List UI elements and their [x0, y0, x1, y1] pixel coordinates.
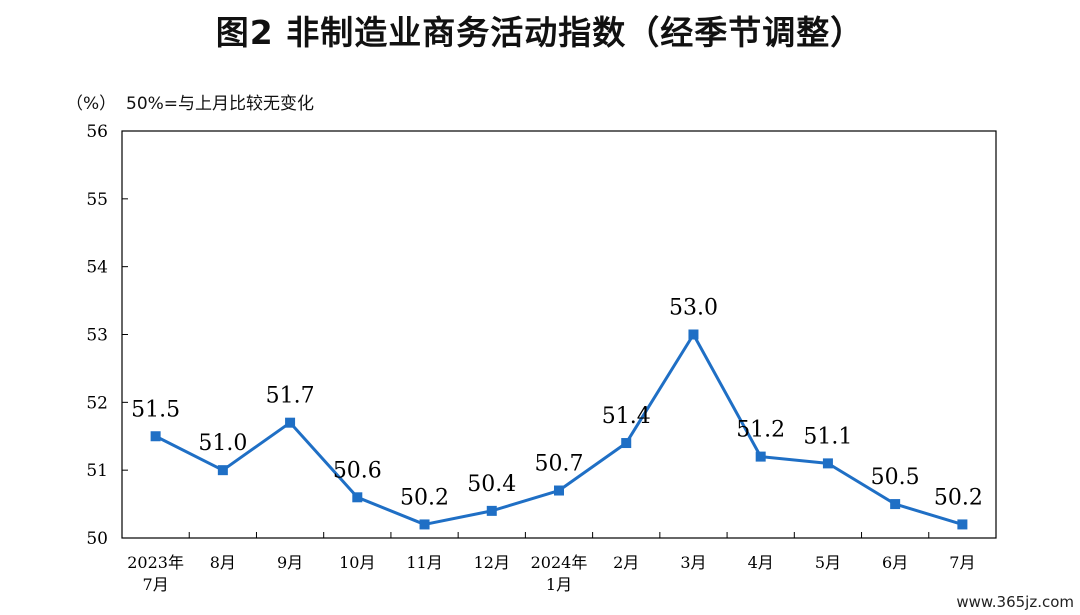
y-tick-label: 51	[86, 461, 108, 481]
data-point-marker	[352, 492, 363, 503]
x-tick-label: 7月	[949, 553, 975, 572]
data-point-marker	[890, 499, 901, 510]
y-tick-label: 54	[86, 258, 108, 278]
data-point-marker	[217, 465, 228, 476]
y-axis-unit: （%）	[66, 94, 117, 114]
data-label: 51.4	[602, 404, 651, 429]
y-tick-label: 55	[86, 190, 108, 210]
data-label: 51.0	[198, 431, 247, 456]
data-point-marker	[486, 505, 497, 516]
y-tick-label: 53	[86, 326, 108, 346]
x-tick-label: 2024年 1月	[531, 553, 588, 594]
x-tick-label: 10月	[339, 553, 375, 572]
y-tick-label: 50	[86, 529, 108, 549]
data-point-marker	[755, 451, 766, 462]
x-tick-label: 5月	[815, 553, 841, 572]
data-point-marker	[150, 431, 161, 442]
data-label: 51.2	[736, 418, 785, 443]
data-label: 51.5	[131, 397, 180, 422]
y-tick-label: 52	[86, 393, 108, 413]
y-tick-label: 56	[86, 122, 108, 142]
data-label: 51.7	[266, 384, 315, 409]
x-tick-label: 11月	[406, 553, 442, 572]
x-tick-label: 12月	[474, 553, 510, 572]
data-label: 51.1	[803, 424, 852, 449]
data-point-marker	[554, 485, 564, 496]
x-tick-label: 4月	[748, 553, 774, 572]
data-label: 50.2	[400, 485, 449, 510]
data-point-marker	[957, 519, 968, 530]
data-label: 50.5	[871, 465, 920, 490]
data-label: 50.7	[535, 452, 584, 477]
plot-frame	[121, 130, 997, 539]
x-tick-label: 9月	[277, 553, 303, 572]
data-point-marker	[621, 438, 632, 449]
x-tick-label: 3月	[680, 553, 706, 572]
x-tick-label: 6月	[882, 553, 908, 572]
data-label: 53.0	[669, 296, 718, 321]
chart-title: 图2 非制造业商务活动指数（经季节调整）	[215, 13, 865, 52]
x-tick-label: 8月	[210, 553, 236, 572]
watermark: www.365jz.com	[956, 593, 1074, 611]
data-label: 50.2	[934, 485, 983, 510]
data-label: 50.6	[333, 458, 382, 483]
data-point-marker	[688, 329, 699, 340]
data-point-marker	[419, 519, 430, 530]
data-label: 50.4	[467, 472, 516, 497]
x-tick-label: 2023年 7月	[127, 553, 184, 594]
baseline-note: 50%=与上月比较无变化	[126, 94, 315, 114]
x-tick-label: 2月	[613, 553, 639, 572]
data-point-marker	[285, 417, 296, 428]
data-point-marker	[822, 458, 833, 469]
